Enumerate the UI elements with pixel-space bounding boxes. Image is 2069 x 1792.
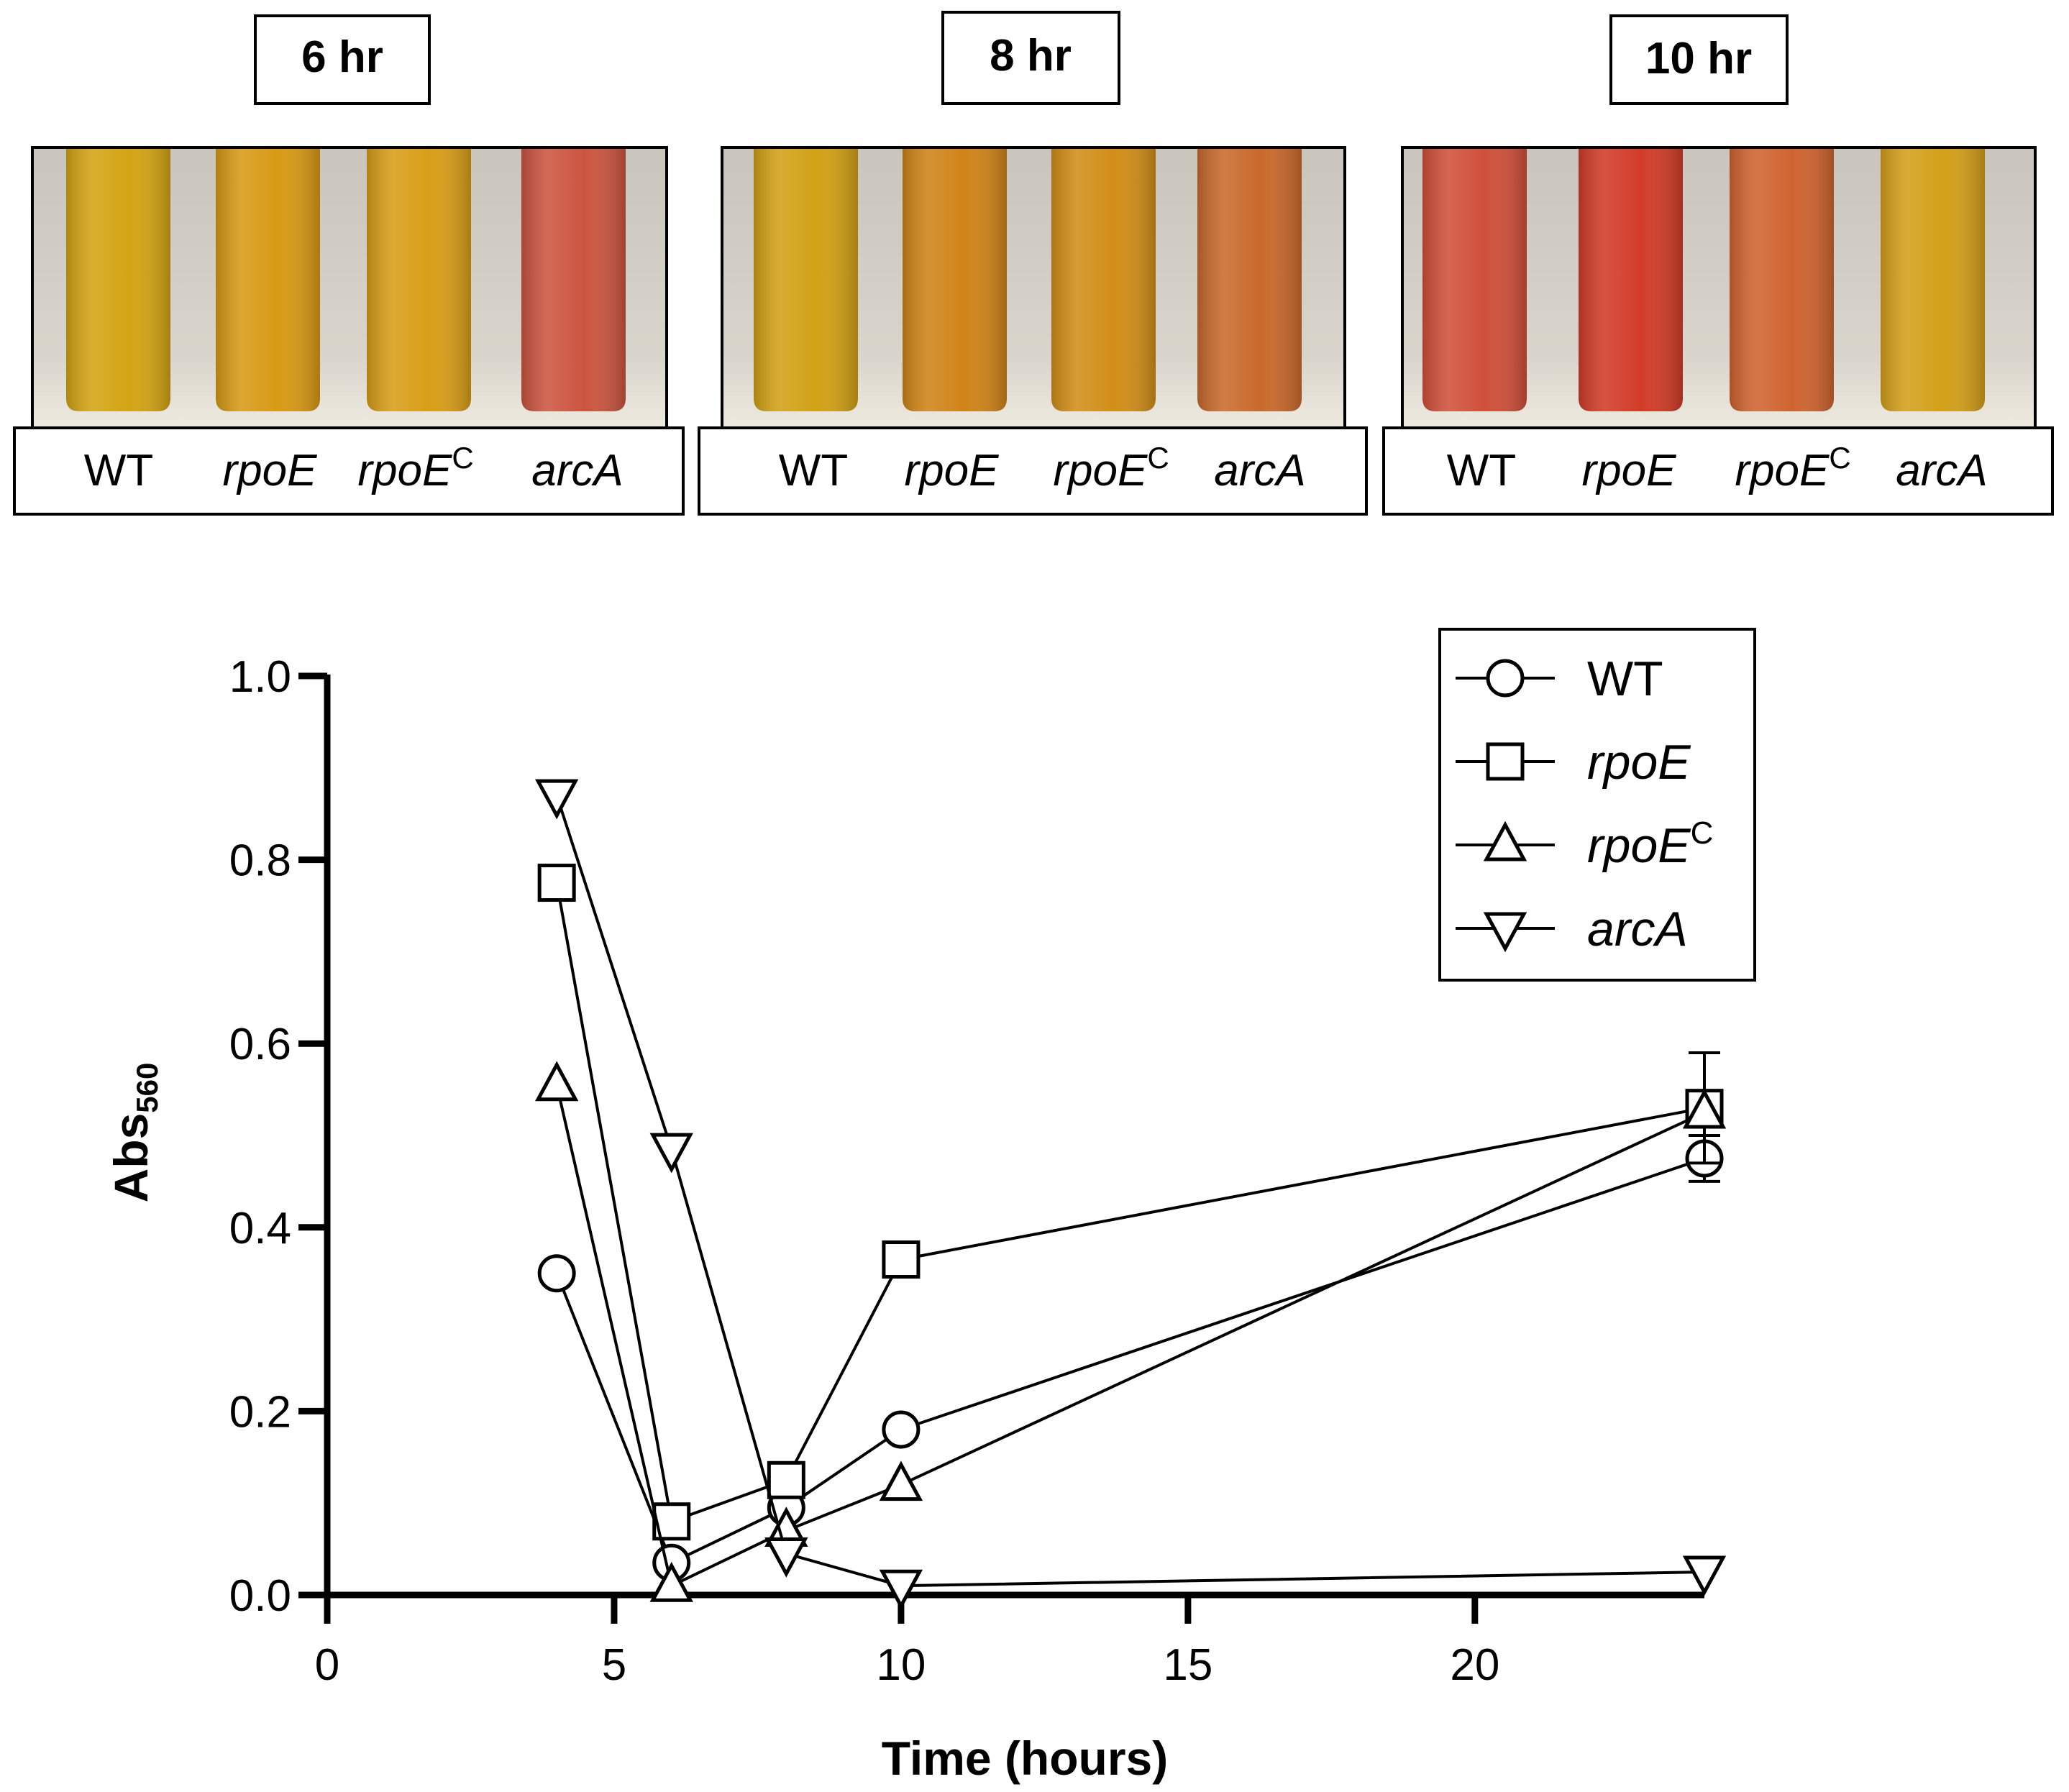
series-line-rpoe-c [555, 1084, 1705, 1588]
x-axis-label: Time (hours) [882, 1732, 1168, 1785]
data-point-rpoe-c [649, 1561, 693, 1602]
tube-shading [1422, 149, 1527, 411]
tube-shading [1051, 149, 1156, 411]
panel-10hr: 10 hr WT rpoE rpoEC arcA [1382, 14, 2054, 516]
axes: 0.0 0.2 0.4 0.6 0.8 1.0 0 5 10 15 20 [229, 652, 1704, 1690]
data-point-rpoe [537, 864, 576, 902]
strain-label-rpoe: rpoE [905, 446, 1000, 495]
panel-8hr: 8 hr WT rpoE rpoEC arcA [698, 11, 1368, 516]
strain-label-wt: WT [1447, 446, 1516, 495]
y-tick-label: 0.6 [229, 1020, 291, 1069]
legend-marker-arca [1483, 912, 1527, 953]
legend: WT rpoE rpoEC arcA [1438, 628, 1756, 982]
data-point-wt [882, 1410, 921, 1449]
legend-label-rpoe: rpoE [1587, 735, 1691, 790]
abs560-line-chart: 0.0 0.2 0.4 0.6 0.8 1.0 0 5 10 15 20 WT rpoE rpoEC ar… [104, 628, 1756, 1785]
legend-marker-rpoe [1486, 742, 1525, 781]
data-point-rpoe-c [534, 1061, 579, 1102]
y-tick-label: 0.2 [229, 1387, 291, 1437]
data-point-rpoe-c [879, 1460, 923, 1501]
y-tick-label: 0.8 [229, 836, 291, 886]
tube-photo-panels: 6 hr WT rpoE rpoEC arcA 8 hr WT rpoE rpo… [13, 11, 2054, 516]
series-wt [537, 1134, 1724, 1582]
time-label-box [941, 11, 1120, 105]
tube-shading [367, 149, 471, 411]
tube-shading [1197, 149, 1302, 411]
y-tick-label: 1.0 [229, 652, 291, 702]
time-label-box [1609, 14, 1789, 105]
strain-label-rpoe-c: rpoEC [1735, 441, 1850, 495]
strain-label-rpoe-c: rpoEC [357, 441, 473, 495]
strain-label-box [1382, 426, 2054, 516]
data-point-arca [649, 1133, 693, 1174]
y-axis-label: Abs560 [104, 1063, 164, 1203]
strain-label-rpoe: rpoE [223, 446, 318, 495]
strain-label-arca: arcA [531, 446, 623, 495]
x-tick-label: 10 [876, 1640, 926, 1690]
data-point-rpoe [882, 1240, 921, 1279]
x-tick-label: 15 [1163, 1640, 1212, 1690]
legend-marker-wt [1486, 659, 1525, 698]
legend-label-wt: WT [1587, 652, 1663, 706]
tube-shading [1579, 149, 1683, 411]
legend-label-rpoe-c: rpoEC [1587, 815, 1713, 873]
data-point-rpoe-c [1682, 1088, 1727, 1129]
legend-label-arca: arcA [1587, 902, 1688, 956]
x-tick-label: 0 [315, 1640, 339, 1690]
y-tick-label: 0.4 [229, 1204, 291, 1253]
time-label: 8 hr [990, 31, 1072, 81]
time-label: 10 hr [1645, 34, 1752, 83]
data-point-rpoe [767, 1460, 805, 1499]
data-point-arca [879, 1569, 923, 1610]
strain-label-rpoe: rpoE [1582, 446, 1677, 495]
strain-label-wt: WT [84, 446, 153, 495]
tube-shading [903, 149, 1007, 411]
data-point-wt [537, 1254, 576, 1293]
series-rpoe-c [534, 1061, 1727, 1602]
tube-shading [754, 149, 858, 411]
y-tick-label: 0.0 [229, 1571, 291, 1621]
data-point-arca [1682, 1555, 1727, 1596]
tube-shading [1881, 149, 1985, 411]
strain-label-rpoe-c: rpoEC [1053, 441, 1169, 495]
x-tick-label: 20 [1450, 1640, 1499, 1690]
panel-6hr: 6 hr WT rpoE rpoEC arcA [13, 14, 685, 516]
tube-shading [521, 149, 626, 411]
series-layer [534, 779, 1727, 1610]
tube-shading [1730, 149, 1834, 411]
strain-label-arca: arcA [1214, 446, 1305, 495]
time-label: 6 hr [301, 32, 383, 82]
legend-marker-rpoe-c [1483, 820, 1527, 861]
data-point-arca [764, 1537, 808, 1578]
strain-label-arca: arcA [1896, 446, 1987, 495]
tube-shading [66, 149, 170, 411]
time-label-box [254, 14, 431, 105]
x-tick-label: 5 [602, 1640, 626, 1690]
tube-shading [216, 149, 320, 411]
strain-label-box [698, 426, 1368, 516]
data-point-arca [534, 779, 579, 820]
strain-label-wt: WT [779, 446, 848, 495]
series-arca [534, 779, 1727, 1610]
strain-label-box [13, 426, 685, 516]
